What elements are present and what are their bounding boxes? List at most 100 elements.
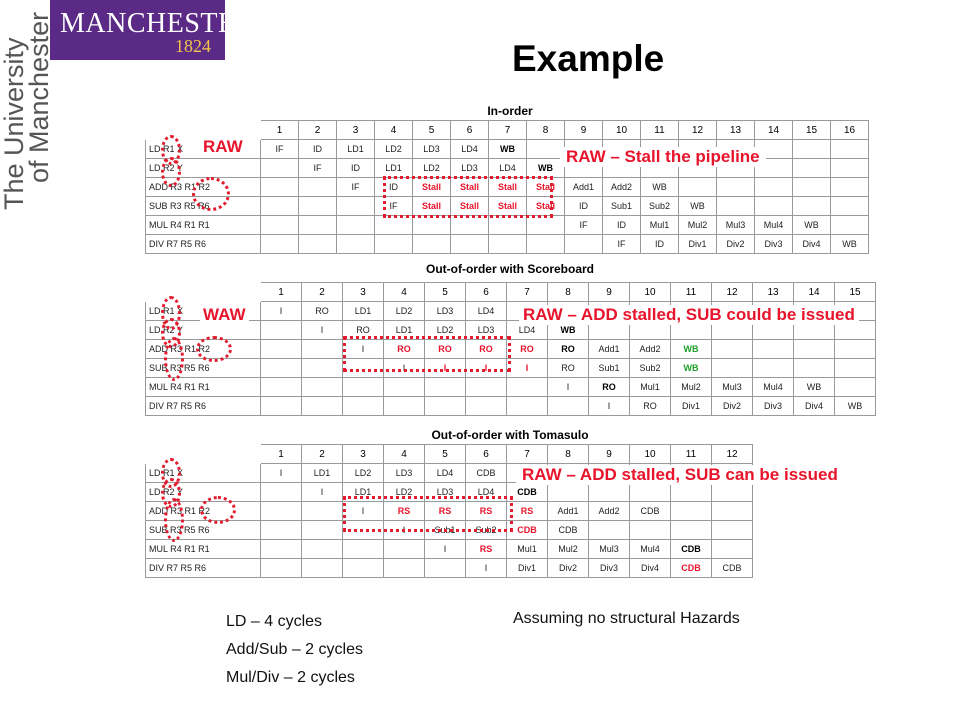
stage-cell: ID bbox=[640, 234, 679, 254]
register-circle bbox=[161, 157, 181, 187]
stage-cell: LD2 bbox=[383, 301, 425, 321]
stage-cell: Div3 bbox=[588, 558, 630, 578]
cycle-header: 7 bbox=[506, 282, 548, 302]
stage-cell bbox=[793, 339, 835, 359]
stage-cell bbox=[506, 377, 548, 397]
note-assumption: Assuming no structural Hazards bbox=[513, 610, 740, 627]
stage-cell bbox=[752, 358, 794, 378]
stage-cell bbox=[298, 215, 337, 235]
stage-cell: I bbox=[424, 539, 466, 559]
stage-cell: I bbox=[301, 320, 343, 340]
stage-cell: Mul4 bbox=[754, 215, 793, 235]
cycle-header: 13 bbox=[752, 282, 794, 302]
stage-cell: CDB bbox=[629, 501, 671, 521]
stage-cell bbox=[754, 196, 793, 216]
stage-cell: IF bbox=[564, 215, 603, 235]
stage-cell: Mul3 bbox=[716, 215, 755, 235]
stage-cell: ID bbox=[602, 215, 641, 235]
table-row: MUL R4 R1 R1 IF ID Mul1 Mul2 Mul3 Mul4 WB bbox=[145, 215, 869, 235]
stage-cell: LD4 bbox=[450, 139, 489, 159]
stage-cell bbox=[450, 234, 489, 254]
cycle-header: 10 bbox=[629, 444, 671, 464]
stage-cell bbox=[374, 234, 413, 254]
stage-cell: CDB bbox=[465, 463, 507, 483]
stage-cell: LD4 bbox=[424, 463, 466, 483]
stage-cell bbox=[301, 501, 343, 521]
stage-cell: ID bbox=[564, 196, 603, 216]
stage-cell: LD1 bbox=[342, 301, 384, 321]
stage-cell: Add2 bbox=[602, 177, 641, 197]
slide-title: Example bbox=[512, 38, 665, 79]
stall-highlight-box bbox=[383, 176, 553, 218]
university-wordmark: The University of Manchester bbox=[0, 11, 54, 210]
stage-cell: LD2 bbox=[374, 139, 413, 159]
stage-cell bbox=[526, 215, 565, 235]
stage-cell bbox=[383, 396, 425, 416]
cycle-header: 1 bbox=[260, 120, 299, 140]
cycle-header: 10 bbox=[602, 120, 641, 140]
cycle-header: 15 bbox=[792, 120, 831, 140]
stage-cell bbox=[342, 396, 384, 416]
stage-cell bbox=[465, 396, 507, 416]
stage-cell bbox=[711, 501, 753, 521]
stage-cell: WB bbox=[830, 234, 869, 254]
logo-name: MANCHESTER bbox=[60, 8, 255, 39]
stage-cell bbox=[792, 177, 831, 197]
table-title-in-order: In-order bbox=[487, 104, 533, 118]
stage-cell: Mul2 bbox=[547, 539, 589, 559]
stage-cell: Sub2 bbox=[629, 358, 671, 378]
stage-cell: ID bbox=[298, 139, 337, 159]
stage-cell: Sub1 bbox=[602, 196, 641, 216]
instruction-cell: DIV R7 R5 R6 bbox=[145, 558, 261, 578]
instruction-cell: SUB R3 R5 R6 bbox=[145, 358, 261, 378]
stage-cell bbox=[260, 520, 302, 540]
stage-cell bbox=[711, 539, 753, 559]
stage-cell: WB bbox=[670, 339, 712, 359]
stage-cell bbox=[526, 139, 565, 159]
stage-cell bbox=[374, 215, 413, 235]
cycle-header: 3 bbox=[342, 444, 384, 464]
stage-cell: LD3 bbox=[450, 158, 489, 178]
stage-cell bbox=[298, 177, 337, 197]
stage-cell bbox=[716, 177, 755, 197]
stage-cell: IF bbox=[298, 158, 337, 178]
cycle-header: 4 bbox=[383, 444, 425, 464]
stage-cell bbox=[792, 139, 831, 159]
univ-line-2: of Manchester bbox=[24, 11, 54, 183]
stage-cell: Mul1 bbox=[629, 377, 671, 397]
stage-cell bbox=[260, 320, 302, 340]
stage-cell bbox=[506, 396, 548, 416]
rs-highlight-box bbox=[343, 496, 513, 532]
cycle-header: 8 bbox=[526, 120, 565, 140]
cycle-header: 12 bbox=[711, 282, 753, 302]
table-row: DIV R7 R5 R6 IF ID Div1 Div2 Div3 Div4 WB bbox=[145, 234, 869, 254]
stage-cell bbox=[830, 139, 869, 159]
stage-cell bbox=[792, 158, 831, 178]
register-circle bbox=[164, 498, 184, 542]
stage-cell bbox=[465, 377, 507, 397]
callout-raw-sub-issued: RAW – ADD stalled, SUB could be issued bbox=[519, 305, 859, 325]
stage-cell bbox=[547, 482, 589, 502]
stage-cell bbox=[260, 377, 302, 397]
stage-cell bbox=[564, 234, 603, 254]
stage-cell bbox=[260, 215, 299, 235]
stage-cell: CDB bbox=[547, 520, 589, 540]
stage-cell bbox=[629, 482, 671, 502]
note-muldiv: Mul/Div – 2 cycles bbox=[226, 669, 355, 686]
instruction-cell: MUL R4 R1 R1 bbox=[145, 377, 261, 397]
cycle-header: 16 bbox=[830, 120, 869, 140]
stage-cell bbox=[488, 234, 527, 254]
cycle-header: 8 bbox=[547, 444, 589, 464]
stage-cell: Sub2 bbox=[640, 196, 679, 216]
cycle-header: 5 bbox=[424, 282, 466, 302]
stage-cell bbox=[793, 358, 835, 378]
stage-cell bbox=[711, 520, 753, 540]
stage-cell: CDB bbox=[711, 558, 753, 578]
cycle-header: 3 bbox=[336, 120, 375, 140]
stage-cell: Div2 bbox=[716, 234, 755, 254]
stage-cell: RO bbox=[547, 339, 589, 359]
stage-cell: LD3 bbox=[383, 463, 425, 483]
stage-cell: CDB bbox=[670, 558, 712, 578]
stage-cell: LD2 bbox=[342, 463, 384, 483]
stage-cell bbox=[298, 234, 337, 254]
